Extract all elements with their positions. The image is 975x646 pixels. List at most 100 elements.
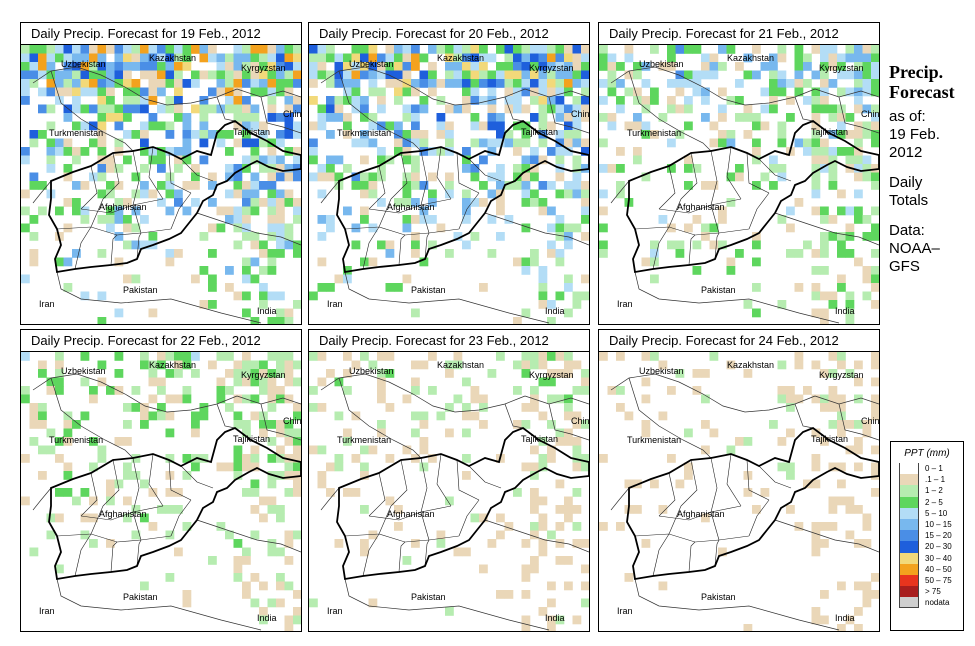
precip-cell: [284, 488, 294, 497]
country-border: [484, 212, 589, 246]
precip-cell: [411, 53, 420, 63]
precip-cell: [564, 428, 573, 438]
precip-cell: [760, 121, 770, 131]
precip-cell: [564, 240, 573, 250]
precip-cell: [828, 496, 838, 506]
precip-cell: [157, 45, 166, 54]
precip-cell: [360, 53, 369, 63]
precip-cell: [564, 53, 573, 63]
precip-cell: [572, 223, 582, 233]
precip-cell: [462, 403, 471, 412]
precip-cell: [453, 232, 463, 241]
country-label-tajikistan: Tajikistan: [811, 434, 849, 444]
precip-cell: [174, 104, 183, 114]
precip-cell: [479, 155, 488, 165]
precip-cell: [572, 181, 582, 190]
precip-cell: [131, 130, 141, 139]
country-border: [320, 373, 526, 413]
precip-cell: [114, 164, 124, 173]
precip-cell: [616, 386, 625, 395]
precip-cell: [259, 360, 268, 370]
precip-cell: [97, 360, 107, 370]
precip-cell: [72, 45, 81, 54]
precip-cell: [538, 87, 548, 97]
precip-cell: [360, 96, 369, 105]
precip-cell: [317, 121, 327, 131]
precip-cell: [233, 369, 243, 378]
precip-cell: [828, 113, 838, 122]
precip-cell: [641, 428, 651, 438]
precip-cell: [726, 45, 736, 54]
precip-cell: [581, 87, 589, 97]
precip-cell: [871, 113, 879, 122]
precip-cell: [140, 62, 149, 71]
precip-cell: [504, 70, 514, 80]
precip-cell: [709, 53, 719, 63]
precip-cell: [191, 172, 200, 182]
precip-cell: [114, 308, 124, 318]
precip-cell: [411, 87, 420, 97]
precip-cell: [317, 215, 327, 224]
precip-cell: [165, 428, 175, 438]
precip-cell: [726, 198, 736, 207]
precip-cell: [828, 164, 838, 173]
precip-cell: [496, 590, 505, 599]
country-border: [338, 70, 422, 152]
precip-cell: [428, 87, 437, 97]
precip-cell: [114, 198, 124, 207]
precip-cell: [29, 62, 39, 71]
precip-cell: [854, 206, 863, 216]
precip-cell: [803, 96, 812, 105]
precip-cell: [786, 462, 795, 472]
precip-cell: [157, 121, 166, 131]
precip-cell: [650, 249, 659, 258]
precip-cell: [504, 53, 514, 63]
province-border: [90, 505, 104, 535]
precip-cell: [641, 377, 651, 387]
precip-cell: [343, 113, 352, 122]
precip-cell: [581, 369, 589, 378]
precip-cell: [242, 45, 251, 54]
precip-cell: [820, 62, 829, 71]
precip-cell: [428, 45, 437, 54]
precip-cell: [38, 420, 47, 429]
country-border: [260, 403, 301, 441]
legend-item: 15 – 20: [891, 530, 963, 542]
precip-cell: [837, 113, 846, 122]
precip-cell: [326, 130, 335, 139]
precip-cell: [97, 70, 107, 80]
precip-cell: [470, 411, 480, 421]
precip-cell: [675, 240, 685, 250]
precip-cell: [479, 181, 488, 190]
precip-cell: [564, 189, 573, 199]
precip-cell: [581, 598, 589, 608]
precip-cell: [496, 130, 505, 139]
precip-cell: [862, 539, 872, 548]
precip-cell: [667, 386, 676, 395]
precip-cell: [394, 53, 403, 63]
precip-cell: [837, 232, 846, 241]
precip-cell: [769, 155, 778, 165]
precip-cell: [267, 437, 277, 446]
precip-cell: [140, 104, 149, 114]
panel-title: Daily Precip. Forecast for 22 Feb., 2012: [21, 330, 301, 352]
precip-cell: [131, 530, 141, 540]
precip-cell: [165, 147, 175, 156]
country-label-turkmenistan: Turkmenistan: [627, 435, 682, 445]
province-border: [136, 539, 142, 567]
precip-cell: [123, 53, 132, 63]
precip-cell: [199, 266, 209, 275]
precip-cell: [114, 437, 124, 446]
precip-cell: [684, 164, 693, 173]
precip-cell: [63, 198, 73, 207]
precip-cell: [411, 386, 420, 395]
precip-cell: [564, 138, 573, 148]
precip-cell: [242, 164, 251, 173]
precip-cell: [293, 147, 301, 156]
precip-cell: [581, 45, 589, 54]
precip-cell: [701, 70, 710, 80]
precip-cell: [820, 138, 829, 148]
country-border: [344, 578, 550, 631]
precip-cell: [165, 45, 175, 54]
precip-cell: [487, 70, 497, 80]
